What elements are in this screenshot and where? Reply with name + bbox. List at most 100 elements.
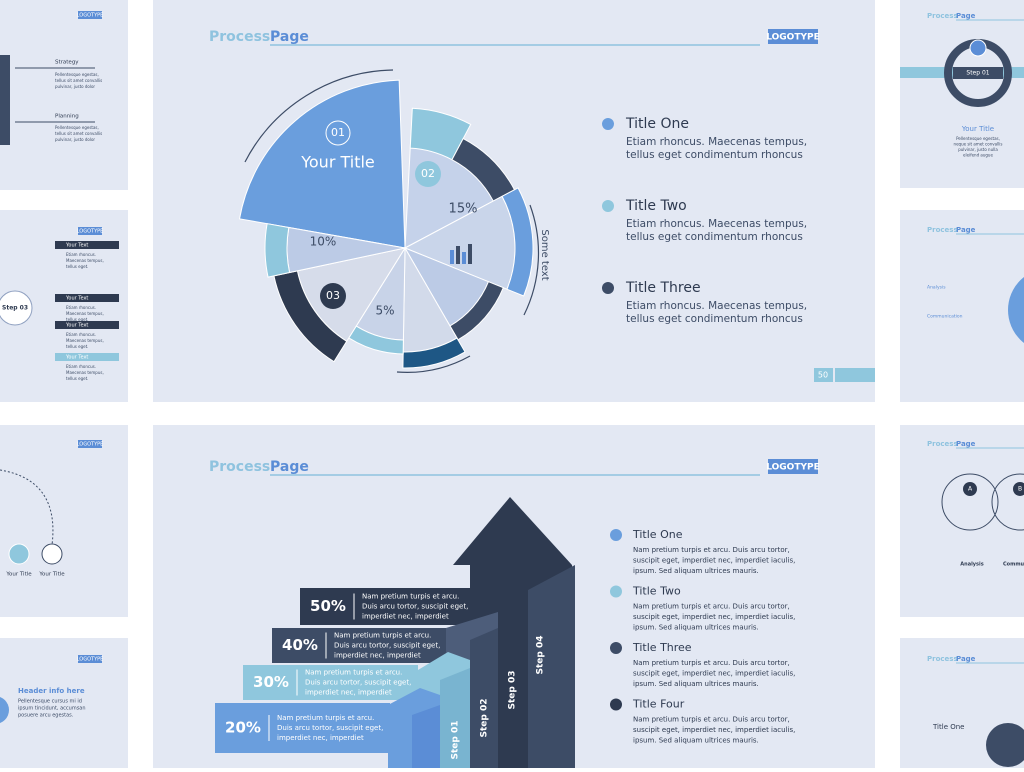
text: pulvinar, justo nulla: [958, 147, 998, 152]
text: Nam pretium turpis et arcu.: [362, 593, 459, 601]
text: pulvinar, justo dolor: [55, 84, 95, 89]
bullet: [602, 200, 614, 212]
logo-box: [78, 11, 102, 19]
text: LOGOTYPE: [77, 229, 104, 235]
text: Page: [270, 29, 309, 45]
text: pulvinar, justo dolor: [55, 137, 95, 142]
text: suscipit eget, imperdiet nec, imperdiet …: [633, 557, 795, 565]
text: Strategy: [55, 60, 79, 66]
text: ipsum. Sed aliquam ultrices mauris.: [633, 680, 759, 688]
side-slide: LOGOTYPE Your Title Your Title: [0, 440, 103, 578]
bullet: [610, 529, 622, 541]
step3-front: [470, 628, 498, 768]
text: suscipit eget, imperdiet nec, imperdiet …: [633, 726, 795, 734]
slide-main: Process Page LOGOTYPE 01 Your Title 02 15% 10% 0…: [209, 29, 875, 382]
pie-wedge: [402, 337, 466, 369]
label-bar: [55, 321, 119, 329]
text: 30%: [253, 673, 289, 691]
text: Analysis: [960, 562, 983, 568]
text: Planning: [55, 114, 79, 120]
text: 40%: [282, 636, 318, 654]
text: Title One: [932, 723, 964, 731]
text: neque sit amet convallis: [954, 142, 1003, 147]
step-bar: [953, 67, 1003, 79]
text: Step 01: [451, 721, 461, 760]
bullet: [602, 118, 614, 130]
page-box: [814, 368, 833, 382]
text: Etiam rhoncus. Maecenas tempus,: [626, 136, 807, 148]
text: Etiam rhoncus. Maecenas tempus,: [626, 300, 807, 312]
venn: [991, 473, 1024, 531]
text: Duis arcu tortor, suscipit eget,: [305, 679, 411, 687]
text: Your Title: [300, 153, 375, 172]
text: Page: [956, 226, 976, 234]
text: Duis arcu tortor, suscipit eget,: [277, 724, 383, 732]
text: tellus eget.: [66, 317, 88, 322]
text: Pellentesque egestas,: [956, 136, 1000, 141]
text: posuere arcu egestas.: [18, 713, 74, 719]
bullet: [610, 585, 622, 598]
dotted-arc: [0, 469, 54, 546]
text: Page: [956, 655, 976, 663]
text: Process: [927, 226, 958, 234]
text: Nam pretium turpis et arcu. Duis arcu to…: [633, 716, 790, 724]
text: Step 04: [536, 636, 546, 675]
icon-circle: [8, 543, 30, 565]
text: Maecenas tempus,: [66, 338, 104, 343]
text: Title Four: [632, 698, 685, 711]
label-bar: [55, 353, 119, 361]
text: tellus eget condimentum rhoncus: [626, 231, 803, 243]
text: 15%: [449, 202, 478, 217]
text: Etiam rhoncus.: [66, 252, 96, 257]
number-circle: [415, 161, 441, 187]
text: ipsum. Sed aliquam ultrices mauris.: [633, 737, 759, 745]
text: Your Title: [38, 572, 65, 578]
logo-box: [78, 655, 102, 663]
text: imperdiet nec, imperdiet: [362, 613, 449, 621]
text: 50: [818, 371, 828, 380]
text: LOGOTYPE: [77, 13, 104, 19]
step-bar: [215, 703, 390, 753]
text: tellus sit amet convallis: [55, 131, 102, 136]
text: Step 01: [966, 70, 989, 77]
text: Analysis: [927, 285, 946, 291]
text: Maecenas tempus,: [66, 370, 104, 375]
step-bar: [300, 588, 475, 625]
text: Etiam rhoncus. Maecenas tempus,: [626, 218, 807, 230]
text: 03: [326, 289, 340, 302]
text: Maecenas tempus,: [66, 311, 104, 316]
chart-icon: [468, 244, 472, 264]
arc-arrow: [396, 355, 471, 373]
text: 20%: [225, 719, 261, 737]
text: tellus eget.: [66, 264, 88, 269]
text: Process: [209, 459, 270, 475]
cube: [0, 55, 10, 145]
step-circle: [0, 290, 33, 326]
text: LOGOTYPE: [766, 463, 820, 473]
chart-icon: [456, 246, 460, 264]
letter-circle: [963, 482, 977, 496]
text: Pellentesque cursus mi id: [18, 699, 82, 705]
text: LOGOTYPE: [77, 442, 104, 448]
text: Step 03: [508, 671, 518, 710]
text: Duis arcu tortor, suscipit eget,: [334, 642, 440, 650]
page-bar: [835, 368, 875, 382]
text: tellus eget condimentum rhoncus: [626, 313, 803, 325]
label-bar: [55, 241, 119, 249]
text: Page: [270, 459, 309, 475]
text: imperdiet nec, imperdiet: [334, 652, 421, 660]
icon-circle: [969, 39, 987, 57]
arc-arrow: [244, 69, 394, 163]
text: A: [968, 486, 973, 493]
text: Duis arcu tortor, suscipit eget,: [362, 603, 468, 611]
step4-side: [528, 565, 575, 768]
text: Step 02: [480, 699, 490, 738]
text: Pellentesque egestas,: [55, 125, 99, 130]
text: Page: [956, 440, 976, 448]
text: 5%: [375, 304, 394, 318]
